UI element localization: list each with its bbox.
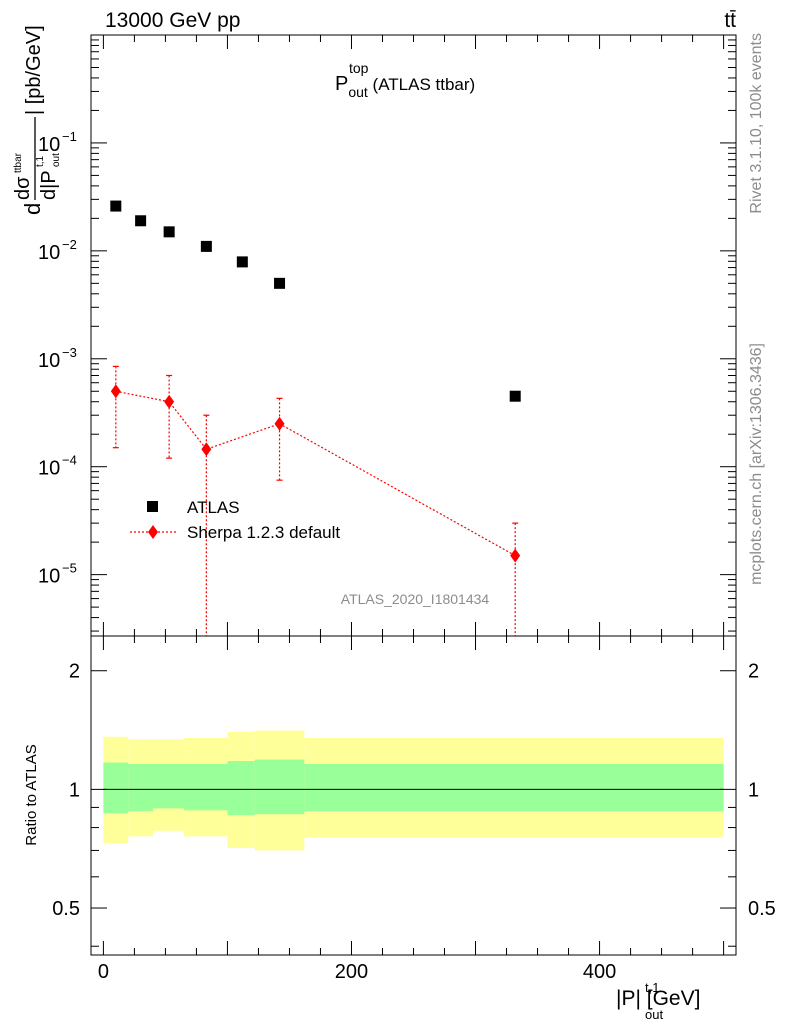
atlas-point xyxy=(236,256,248,268)
xlabel-tail: | [GeV] xyxy=(635,987,700,1010)
main-ytick-exponent: −2 xyxy=(62,237,77,252)
ratio-xlabel: |P| [GeV] t,1 out xyxy=(616,980,700,1022)
legend-atlas-label: ATLAS xyxy=(187,498,240,517)
ratio-band-stat xyxy=(254,759,305,815)
title-sub: out xyxy=(348,84,368,100)
ratio-ytick-label-right: 1 xyxy=(748,779,759,801)
svg-text:Pout (ATLAS ttbar): Pout (ATLAS ttbar) xyxy=(335,73,475,100)
atlas-point xyxy=(200,240,212,252)
legend-sherpa-label: Sherpa 1.2.3 default xyxy=(187,523,340,542)
ylabel-frac-sup: ttbar xyxy=(13,152,24,173)
process-label: tt̄ xyxy=(724,9,736,32)
title-rest: (ATLAS ttbar) xyxy=(368,75,475,94)
ratio-ytick-label-right: 2 xyxy=(748,661,759,683)
main-ytick-label: 10 xyxy=(38,566,60,588)
chart-title: Pout (ATLAS ttbar) top xyxy=(335,60,475,100)
title-main: P xyxy=(335,73,348,95)
ylabel-den-sub: out xyxy=(51,153,62,167)
ratio-xtick-label: 400 xyxy=(583,961,616,983)
ratio-ylabel: Ratio to ATLAS xyxy=(23,744,40,845)
ratio-xtick-label: 0 xyxy=(98,961,109,983)
main-ytick-label: 10 xyxy=(38,350,60,372)
legend-atlas-marker xyxy=(147,501,158,512)
main-ytick-label: 10 xyxy=(38,458,60,480)
atlas-point xyxy=(509,390,521,402)
sherpa-point xyxy=(110,384,121,399)
ratio-ytick-label: 2 xyxy=(69,661,80,683)
sherpa-point xyxy=(274,416,285,431)
main-ytick-label: 10 xyxy=(38,242,60,264)
sherpa-point xyxy=(510,548,521,563)
main-ytick-exponent: −3 xyxy=(62,345,77,360)
main-ytick-label: 10 xyxy=(38,134,60,156)
mcplots-label: mcplots.cern.ch [arXiv:1306.3436] xyxy=(748,343,765,585)
main-ylabel: d dσ ttbar d|P t,1 out | [pb/GeV] xyxy=(12,25,62,215)
ratio-band-stat xyxy=(128,763,154,812)
ratio-plot-area xyxy=(103,730,724,851)
atlas-point xyxy=(135,215,147,227)
ratio-band-stat xyxy=(153,763,185,809)
svg-text:|P| [GeV]: |P| [GeV] xyxy=(616,987,700,1010)
ratio-band-stat xyxy=(304,763,724,812)
main-ytick-exponent: −5 xyxy=(62,561,77,576)
main-frame xyxy=(90,34,737,637)
main-axis-ticks: 10−110−210−310−410−5 xyxy=(38,34,736,636)
sherpa-point xyxy=(201,442,212,457)
ratio-band-stat xyxy=(103,762,129,814)
atlas-point xyxy=(163,226,175,238)
ratio-band-stat xyxy=(227,761,255,816)
ratio-panel: 0.5 0.5 1 1 2 2 0 200 400 Ratio to ATLAS |P| [Ge… xyxy=(23,635,776,1022)
ratio-ytick-label: 0.5 xyxy=(52,898,80,920)
sherpa-point xyxy=(164,394,175,409)
ylabel-den-sup: t,1 xyxy=(35,155,46,167)
ratio-band-stat xyxy=(184,763,228,811)
legend-sherpa-marker xyxy=(148,525,158,539)
sherpa-line xyxy=(115,390,516,557)
ylabel-frac-den: d|P xyxy=(38,170,60,200)
ratio-axis-ticks: 0.5 0.5 1 1 2 2 0 200 400 xyxy=(52,636,776,983)
title-sup: top xyxy=(349,60,369,76)
ratio-ytick-label-right: 0.5 xyxy=(748,898,776,920)
xlabel-sub: out xyxy=(645,1007,663,1022)
ylabel-lead: d xyxy=(20,203,45,215)
xlabel-lead: |P xyxy=(616,987,635,1010)
ratio-xtick-label: 200 xyxy=(335,961,368,983)
ylabel-tail: | [pb/GeV] xyxy=(23,25,45,115)
ratio-ytick-label: 1 xyxy=(69,779,80,801)
analysis-watermark: ATLAS_2020_I1801434 xyxy=(341,591,490,607)
main-ytick-exponent: −1 xyxy=(62,129,77,144)
legend: ATLAS Sherpa 1.2.3 default xyxy=(130,498,340,542)
xlabel-sup: t,1 xyxy=(645,980,659,995)
energy-label: 13000 GeV pp xyxy=(105,9,240,32)
rivet-label: Rivet 3.1.10, 100k events xyxy=(748,33,765,214)
main-plot-area xyxy=(110,200,521,636)
main-panel: 10−110−210−310−410−5 Pout (ATLAS ttbar) … xyxy=(12,25,737,637)
atlas-point xyxy=(110,200,122,212)
ylabel-frac-num: dσ xyxy=(12,176,34,200)
main-ytick-exponent: −4 xyxy=(62,453,77,468)
atlas-point xyxy=(274,277,286,289)
